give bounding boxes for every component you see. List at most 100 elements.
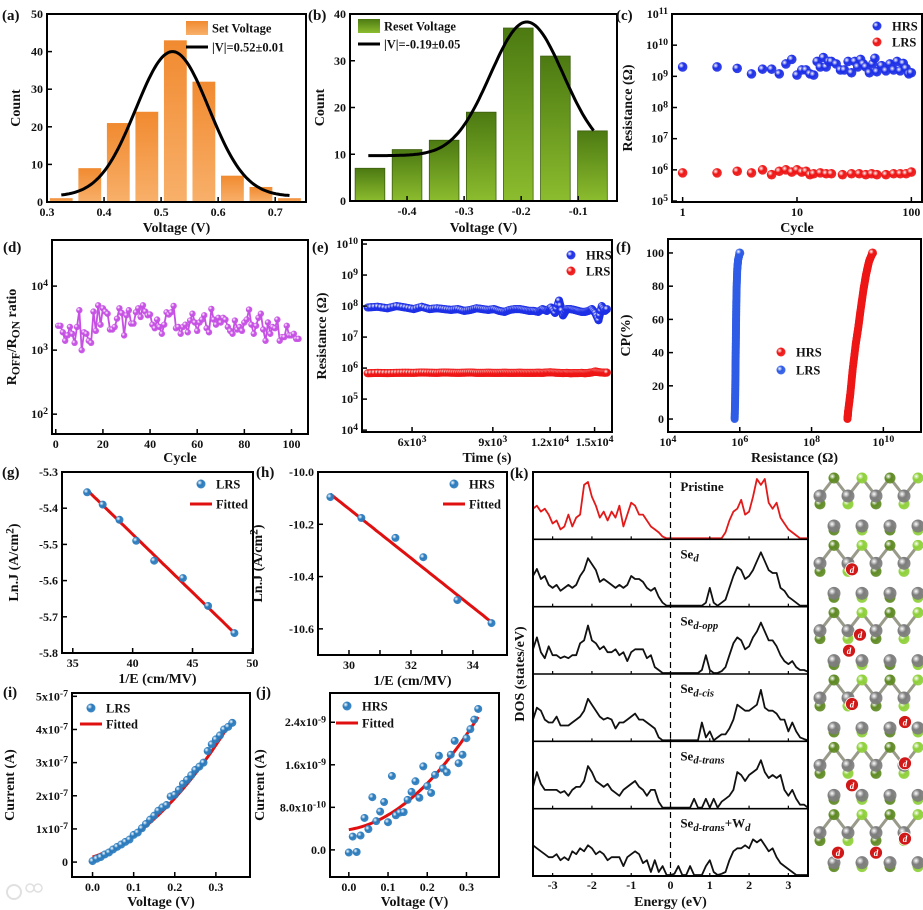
data-point xyxy=(808,70,819,80)
w-atom xyxy=(883,721,897,735)
legend-swatch xyxy=(186,21,208,35)
se-atom xyxy=(828,472,840,484)
defect-site xyxy=(869,845,883,860)
data-point xyxy=(250,330,257,337)
w-atom xyxy=(869,691,883,705)
x-tick-label: 30 xyxy=(343,658,355,672)
defect-label: d xyxy=(850,781,855,791)
panel-label: (f) xyxy=(616,240,631,256)
y-tick-label: 30 xyxy=(31,82,43,96)
y-tick-label: 30 xyxy=(334,54,346,68)
panel-g: 35 40 45 50 -5.3 -5.4 -5.5 -5.6 -5.7 -5.8 1/E (cm/… xyxy=(2,465,258,687)
data-point xyxy=(326,493,335,502)
data-point xyxy=(271,325,279,332)
data-point xyxy=(199,758,208,767)
plot-frame xyxy=(61,471,254,654)
legend-label: LRS xyxy=(106,702,130,716)
data-point xyxy=(196,479,206,489)
y-tick-label: 0 xyxy=(340,194,346,208)
data-point xyxy=(245,306,253,313)
data-point xyxy=(364,825,373,834)
data-point xyxy=(372,817,381,826)
data-point xyxy=(732,63,743,74)
data-point xyxy=(238,327,246,335)
se-atom xyxy=(828,809,840,821)
x-tick-label: 0.7 xyxy=(268,205,283,219)
legend-label: Reset Voltage xyxy=(384,20,456,34)
histogram-bar xyxy=(354,167,386,201)
w-atom xyxy=(911,586,923,600)
data-point xyxy=(217,319,224,326)
y-tick-label: -5.4 xyxy=(39,501,58,515)
defect-site xyxy=(853,627,867,642)
legend-item: Fitted xyxy=(336,717,394,731)
histogram-bar xyxy=(278,198,301,202)
y-tick-label: 40 xyxy=(31,45,43,59)
x-tick-label: -1 xyxy=(626,878,636,892)
y-tick-label: 104 xyxy=(341,422,358,437)
data-point xyxy=(470,715,479,724)
w-atom xyxy=(855,788,869,802)
legend-item: Set Voltage xyxy=(186,21,272,36)
w-atom xyxy=(911,654,923,668)
legend-label: |V|=-0.19±0.05 xyxy=(384,38,460,52)
y-tick-label: 106 xyxy=(651,162,668,177)
data-point xyxy=(257,310,265,317)
y-axis-title: Current (A) xyxy=(3,749,18,821)
data-point xyxy=(290,330,298,337)
data-point xyxy=(677,62,688,72)
data-point xyxy=(344,848,353,857)
data-point xyxy=(449,479,459,489)
x-tick-label: 100 xyxy=(282,437,300,451)
data-point xyxy=(90,308,97,315)
y-axis-title: ROFF/RON ratio xyxy=(5,289,23,386)
data-point xyxy=(774,69,785,79)
y-tick-label: 20 xyxy=(334,101,346,115)
data-point xyxy=(446,750,455,759)
defect-label: d xyxy=(874,848,879,858)
data-point xyxy=(843,56,853,67)
data-point xyxy=(872,37,882,47)
w-atom xyxy=(855,519,869,533)
se-atom xyxy=(856,809,868,821)
data-point xyxy=(184,329,191,336)
x-tick-label: 80 xyxy=(238,437,250,451)
w-atom xyxy=(869,624,883,638)
se-atom xyxy=(856,472,868,484)
x-tick-label: 10 xyxy=(791,205,803,219)
data-point xyxy=(415,793,424,802)
data-point xyxy=(170,302,177,310)
w-atom xyxy=(897,489,911,503)
fit-line xyxy=(86,489,236,635)
x-axis-title: Voltage (V) xyxy=(381,895,449,910)
panel-d: 0 20 40 60 80 100 102 103 104 Cycle ROFF/RON ratio… xyxy=(3,239,309,466)
legend-label: |V|=0.52±0.01 xyxy=(212,41,284,55)
y-tick-label: 10 xyxy=(334,147,346,161)
legend-label: Set Voltage xyxy=(212,22,272,36)
se-atom xyxy=(856,741,868,753)
data-point xyxy=(906,67,917,78)
se-atom xyxy=(884,607,896,619)
plot-frame xyxy=(51,239,309,435)
data-point xyxy=(712,62,722,72)
y-tick-label: -5.8 xyxy=(39,646,58,660)
data-point xyxy=(204,601,213,610)
x-tick-label: 9x103 xyxy=(478,434,507,449)
x-tick-label: 0 xyxy=(668,878,674,892)
plot-frame xyxy=(46,13,307,203)
data-point xyxy=(83,330,90,337)
data-point xyxy=(153,316,161,323)
legend: Reset Voltage |V|=-0.19±0.05 xyxy=(358,19,460,52)
y-tick-label: 20 xyxy=(31,120,43,134)
x-axis-title: Time (s) xyxy=(462,451,511,466)
x-tick-label: 1.5x104 xyxy=(576,434,614,449)
data-point xyxy=(380,798,389,807)
legend-item: HRS xyxy=(872,20,918,34)
legend: LRS Fitted xyxy=(80,702,138,732)
fit-line xyxy=(329,492,493,624)
defect-label: d xyxy=(850,565,855,575)
data-point xyxy=(87,339,95,347)
y-axis-title: Count xyxy=(313,88,328,126)
data-point xyxy=(203,747,212,756)
y-axis-title: Resistance (Ω) xyxy=(621,64,636,151)
